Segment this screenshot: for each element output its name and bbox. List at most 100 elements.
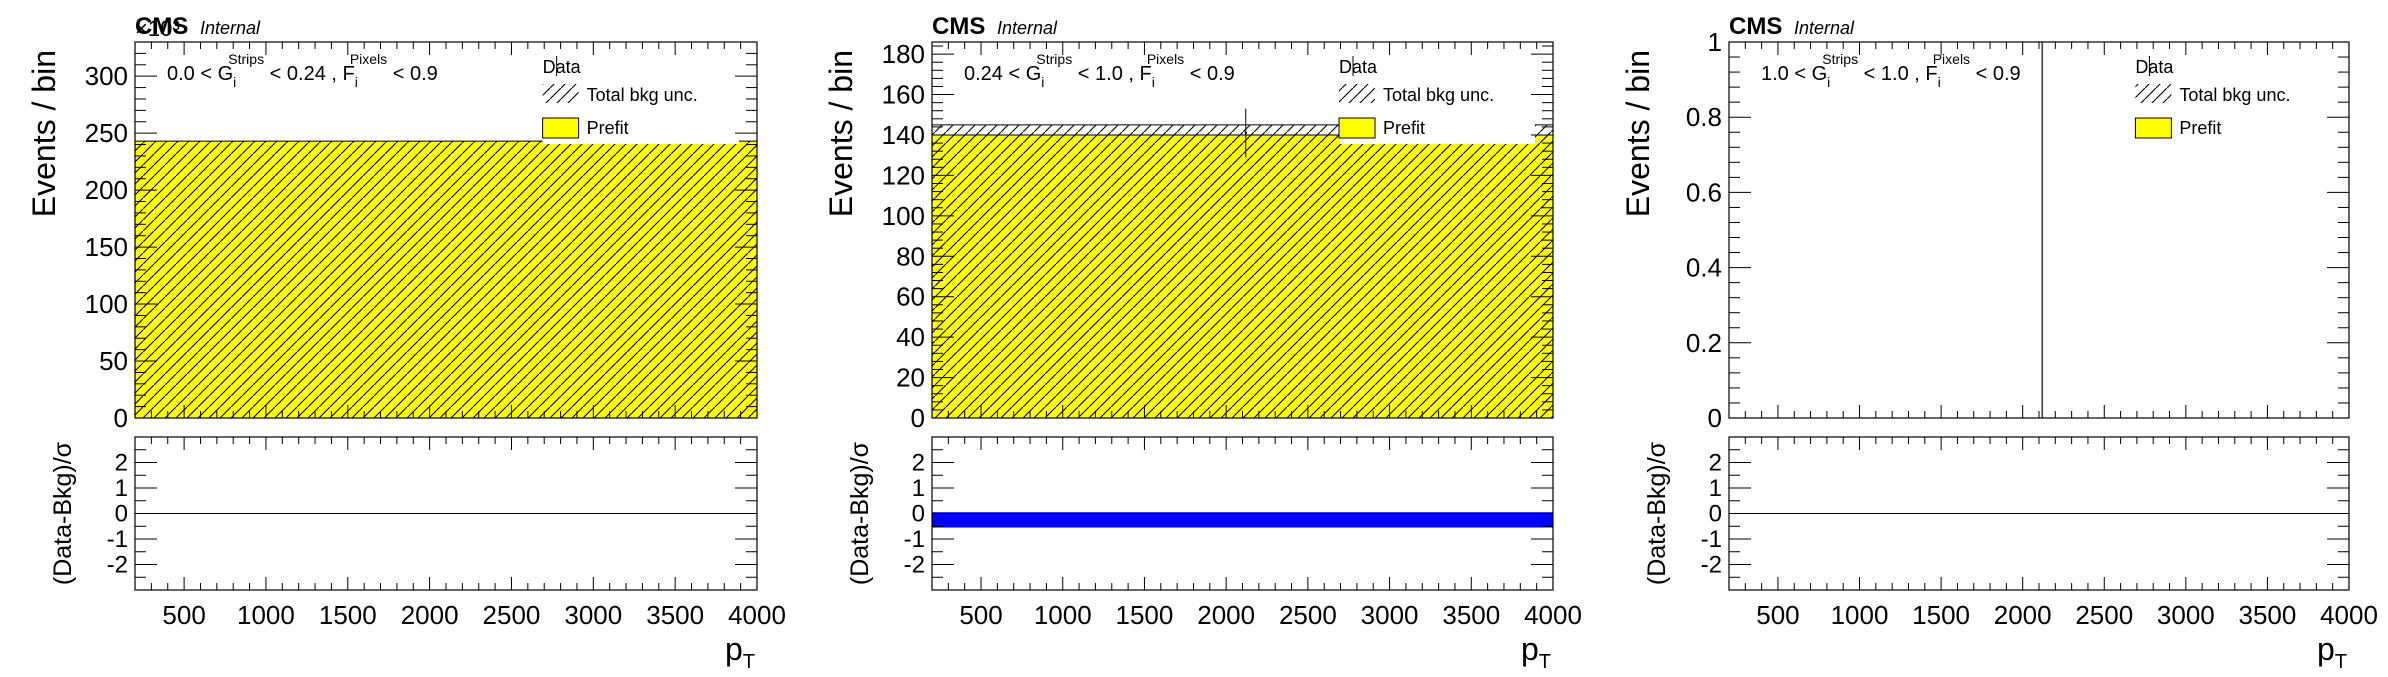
x-tick-label: 2500 — [1279, 600, 1337, 630]
x-tick-label: 500 — [162, 600, 205, 630]
selection-lo: 0.0 — [167, 63, 195, 85]
selection-text: 0.0 < Gi Strips < 0.24 , Fi Pixels < 0.9 — [167, 51, 438, 90]
selection-g-sup: Strips — [1822, 51, 1858, 67]
legend-unc-swatch — [2135, 84, 2172, 103]
y-axis-title: Events / bin — [1620, 50, 1656, 217]
ratio-y-tick-label: 0 — [1709, 501, 1722, 528]
ratio-y-tick-label: 2 — [115, 450, 128, 477]
x-tick-label: 4000 — [2320, 600, 2378, 630]
x-axis-title-sub: T — [743, 651, 755, 672]
selection-lt1: < — [195, 63, 218, 85]
x-tick-label: 2000 — [401, 600, 459, 630]
selection-f-sup: Pixels — [1933, 51, 1970, 67]
cms-label: CMS — [1729, 13, 1782, 40]
y-tick-label: 50 — [99, 346, 128, 376]
x-tick-label: 2000 — [1994, 600, 2052, 630]
selection-g: G — [1026, 63, 1042, 85]
x-tick-label: 3500 — [646, 600, 704, 630]
selection-f: F — [342, 63, 354, 85]
y-tick-label: 100 — [85, 289, 128, 319]
x-axis-title: pT — [725, 631, 755, 672]
x-tick-label: 4000 — [728, 600, 786, 630]
pull-band — [932, 512, 1553, 528]
cms-label: CMS — [932, 13, 985, 40]
ratio-y-tick-label: 0 — [912, 501, 925, 528]
ratio-y-axis-title: (Data-Bkg)/σ — [1643, 441, 1671, 585]
selection-lt2: < 1.0 , — [1858, 63, 1925, 85]
total-bkg-unc-band — [135, 141, 757, 419]
ratio-y-tick-label: 2 — [912, 450, 925, 477]
x-tick-label: 500 — [959, 600, 1002, 630]
x-tick-label: 3000 — [1361, 600, 1419, 630]
selection-f-sub: i — [355, 74, 358, 90]
selection-text: 1.0 < Gi Strips < 1.0 , Fi Pixels < 0.9 — [1761, 51, 2021, 90]
y-tick-label: 120 — [882, 160, 925, 190]
cms-label: CMS — [135, 13, 188, 40]
legend-prefit-label: Prefit — [1383, 118, 1425, 138]
y-tick-label: 0.2 — [1686, 328, 1722, 358]
y-tick-label: 150 — [85, 232, 128, 262]
y-tick-label: 0.8 — [1686, 102, 1722, 132]
selection-lt2: < 1.0 , — [1072, 63, 1139, 85]
x-tick-label: 3500 — [2238, 600, 2296, 630]
ratio-y-tick-label: -1 — [1701, 526, 1722, 553]
x-tick-label: 3500 — [1442, 600, 1500, 630]
legend-unc-swatch — [542, 84, 579, 103]
x-axis-title-p: p — [1521, 631, 1539, 667]
selection-f-sub: i — [1938, 74, 1941, 90]
x-tick-label: 1000 — [1034, 600, 1092, 630]
selection-g: G — [218, 63, 234, 85]
y-tick-label: 100 — [882, 201, 925, 231]
x-tick-label: 1500 — [1912, 600, 1970, 630]
y-tick-label: 0 — [114, 403, 128, 433]
internal-label: Internal — [997, 18, 1058, 38]
y-exponent-label: ×10³ — [135, 16, 180, 41]
ratio-y-axis-title: (Data-Bkg)/σ — [846, 441, 874, 585]
x-axis-title-p: p — [725, 631, 743, 667]
y-tick-label: 60 — [896, 282, 925, 312]
y-tick-label: 0.6 — [1686, 177, 1722, 207]
x-axis-title: pT — [2317, 631, 2347, 672]
legend-unc-label: Total bkg unc. — [587, 85, 698, 105]
x-axis-title: pT — [1521, 631, 1551, 672]
ratio-y-tick-label: -1 — [904, 526, 925, 553]
y-tick-label: 0.4 — [1686, 253, 1722, 283]
y-tick-label: 0 — [1708, 403, 1722, 433]
selection-tail: < 0.9 — [1184, 63, 1235, 85]
ratio-y-tick-label: 2 — [1709, 450, 1722, 477]
selection-g-sup: Strips — [228, 51, 264, 67]
selection-g: G — [1812, 63, 1828, 85]
legend-prefit-swatch — [1338, 117, 1376, 139]
y-axis-title: Events / bin — [823, 50, 859, 217]
x-tick-label: 3000 — [2157, 600, 2215, 630]
selection-g-sub: i — [233, 74, 236, 90]
legend-unc-label: Total bkg unc. — [2179, 85, 2290, 105]
y-tick-label: 140 — [882, 120, 925, 150]
ratio-y-tick-label: 1 — [115, 475, 128, 502]
legend-prefit-label: Prefit — [2179, 118, 2221, 138]
y-tick-label: 300 — [85, 61, 128, 91]
y-tick-label: 0 — [911, 403, 925, 433]
legend-data-label: Data — [2135, 57, 2174, 77]
x-tick-label: 2500 — [2075, 600, 2133, 630]
selection-f: F — [1925, 63, 1937, 85]
y-tick-label: 250 — [85, 118, 128, 148]
legend-unc-label: Total bkg unc. — [1383, 85, 1494, 105]
y-tick-label: 200 — [85, 175, 128, 205]
ratio-y-tick-label: -2 — [107, 552, 128, 579]
legend-prefit-label: Prefit — [587, 118, 629, 138]
ratio-y-tick-label: 1 — [912, 475, 925, 502]
x-tick-label: 2500 — [483, 600, 541, 630]
legend-prefit-swatch — [2134, 117, 2172, 139]
selection-g-sub: i — [1827, 74, 1830, 90]
x-tick-label: 500 — [1756, 600, 1799, 630]
y-axis-title: Events / bin — [26, 50, 62, 217]
ratio-y-axis-title: (Data-Bkg)/σ — [49, 441, 77, 585]
y-tick-label: 180 — [882, 39, 925, 69]
